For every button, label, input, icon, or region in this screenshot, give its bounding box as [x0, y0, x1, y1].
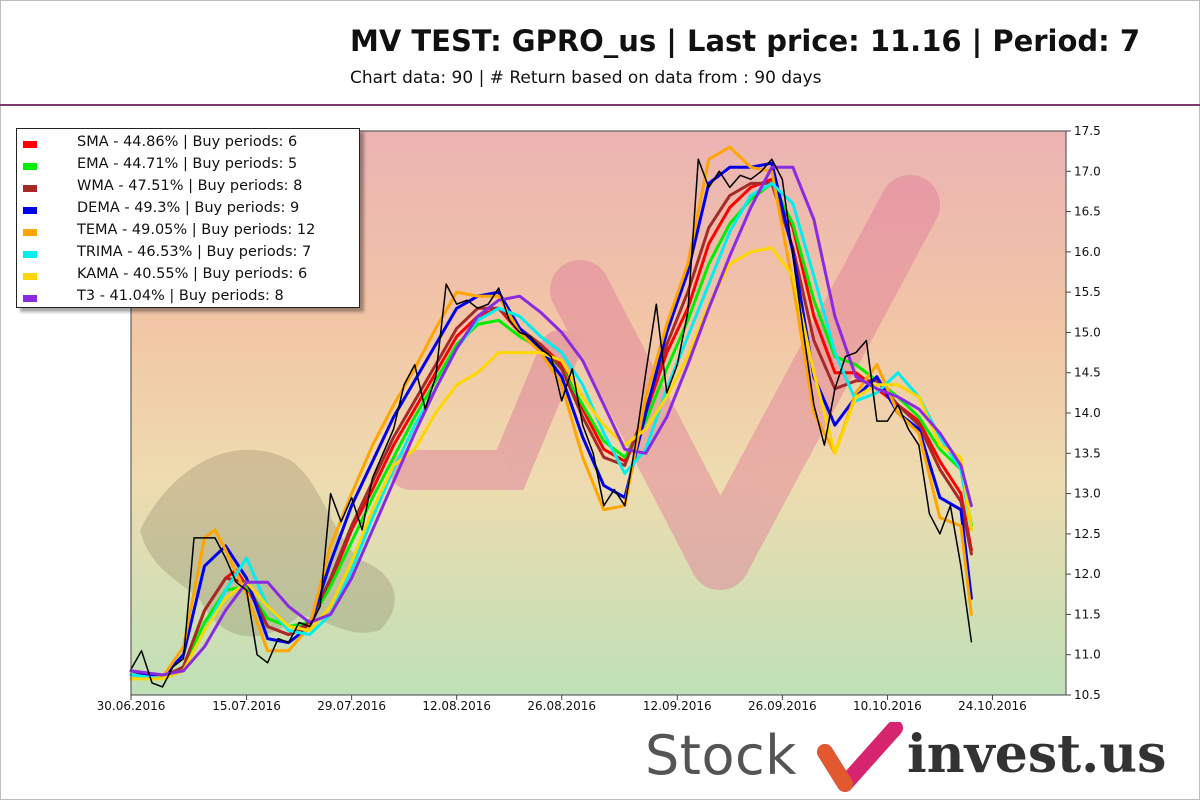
legend-swatch-wma [23, 185, 37, 192]
y-tick-label: 11.5 [1074, 607, 1101, 621]
y-tick-label: 12.5 [1074, 527, 1101, 541]
legend-item-ema: EMA - 44.71% | Buy periods: 5 [17, 155, 357, 177]
y-tick-label: 13.5 [1074, 446, 1101, 460]
brand-logo: Stock invest.us [645, 722, 1185, 792]
header-divider [0, 104, 1200, 106]
series-line-price [130, 158, 973, 688]
legend-swatch-trima [23, 251, 37, 258]
watermark-bull [140, 449, 395, 637]
plot-border [130, 130, 1067, 696]
x-tick-label: 12.09.2016 [643, 699, 712, 713]
legend-swatch-tema [23, 229, 37, 236]
legend-swatch-t3 [23, 295, 37, 302]
legend-swatch-dema [23, 207, 37, 214]
watermark-logo [390, 175, 940, 590]
legend-swatch-sma [23, 141, 37, 148]
legend-item-t3: T3 - 41.04% | Buy periods: 8 [17, 287, 357, 309]
legend-item-dema: DEMA - 49.3% | Buy periods: 9 [17, 199, 357, 221]
y-tick-label: 11.0 [1074, 648, 1101, 662]
x-tick-label: 26.08.2016 [527, 699, 596, 713]
series-line-dema [129, 161, 973, 679]
x-tick-label: 10.10.2016 [853, 699, 922, 713]
y-tick-label: 14.0 [1074, 406, 1101, 420]
logo-check-icon [817, 722, 903, 792]
y-tick-label: 13.0 [1074, 487, 1101, 501]
legend-item-wma: WMA - 47.51% | Buy periods: 8 [17, 177, 357, 199]
y-tick-label: 17.0 [1074, 164, 1101, 178]
x-tick-label: 30.06.2016 [97, 699, 166, 713]
legend-label-tema: TEMA - 49.05% | Buy periods: 12 [77, 222, 316, 238]
y-axis: 10.5 11.0 11.5 12.0 12.5 13.0 13.5 14.0 14.5 15.0… [1066, 124, 1101, 702]
logo-text-invest: invest.us [907, 724, 1167, 785]
series-line-wma [129, 181, 973, 679]
y-tick-label: 12.0 [1074, 567, 1101, 581]
y-tick-label: 16.5 [1074, 205, 1101, 219]
series-line-kama [129, 246, 973, 681]
x-tick-label: 12.08.2016 [422, 699, 491, 713]
legend-item-sma: SMA - 44.86% | Buy periods: 6 [17, 133, 357, 155]
chart-subtitle: Chart data: 90 | # Return based on data … [350, 68, 822, 88]
logo-text-stock: Stock [645, 724, 797, 787]
legend-label-ema: EMA - 44.71% | Buy periods: 5 [77, 156, 298, 172]
legend-label-kama: KAMA - 40.55% | Buy periods: 6 [77, 266, 308, 282]
x-axis: 30.06.2016 15.07.2016 29.07.2016 12.08.2016… [97, 695, 1027, 713]
series-lines [129, 145, 973, 688]
legend-swatch-kama [23, 273, 37, 280]
legend-item-kama: KAMA - 40.55% | Buy periods: 6 [17, 265, 357, 287]
y-tick-label: 17.5 [1074, 124, 1101, 138]
legend-label-trima: TRIMA - 46.53% | Buy periods: 7 [77, 244, 312, 260]
legend: SMA - 44.86% | Buy periods: 6 EMA - 44.7… [16, 128, 360, 308]
x-tick-label: 15.07.2016 [212, 699, 281, 713]
y-tick-label: 10.5 [1074, 688, 1101, 702]
legend-item-tema: TEMA - 49.05% | Buy periods: 12 [17, 221, 357, 243]
legend-swatch-ema [23, 163, 37, 170]
legend-item-trima: TRIMA - 46.53% | Buy periods: 7 [17, 243, 357, 265]
legend-label-t3: T3 - 41.04% | Buy periods: 8 [77, 288, 284, 304]
x-tick-label: 29.07.2016 [317, 699, 386, 713]
series-line-t3 [129, 165, 973, 677]
y-tick-label: 15.0 [1074, 325, 1101, 339]
x-tick-label: 24.10.2016 [958, 699, 1027, 713]
y-tick-label: 15.5 [1074, 285, 1101, 299]
legend-label-dema: DEMA - 49.3% | Buy periods: 9 [77, 200, 300, 216]
y-tick-label: 14.5 [1074, 366, 1101, 380]
y-tick-label: 16.0 [1074, 245, 1101, 259]
legend-label-wma: WMA - 47.51% | Buy periods: 8 [77, 178, 303, 194]
x-tick-label: 26.09.2016 [748, 699, 817, 713]
chart-title: MV TEST: GPRO_us | Last price: 11.16 | P… [350, 24, 1141, 58]
legend-label-sma: SMA - 44.86% | Buy periods: 6 [77, 134, 298, 150]
